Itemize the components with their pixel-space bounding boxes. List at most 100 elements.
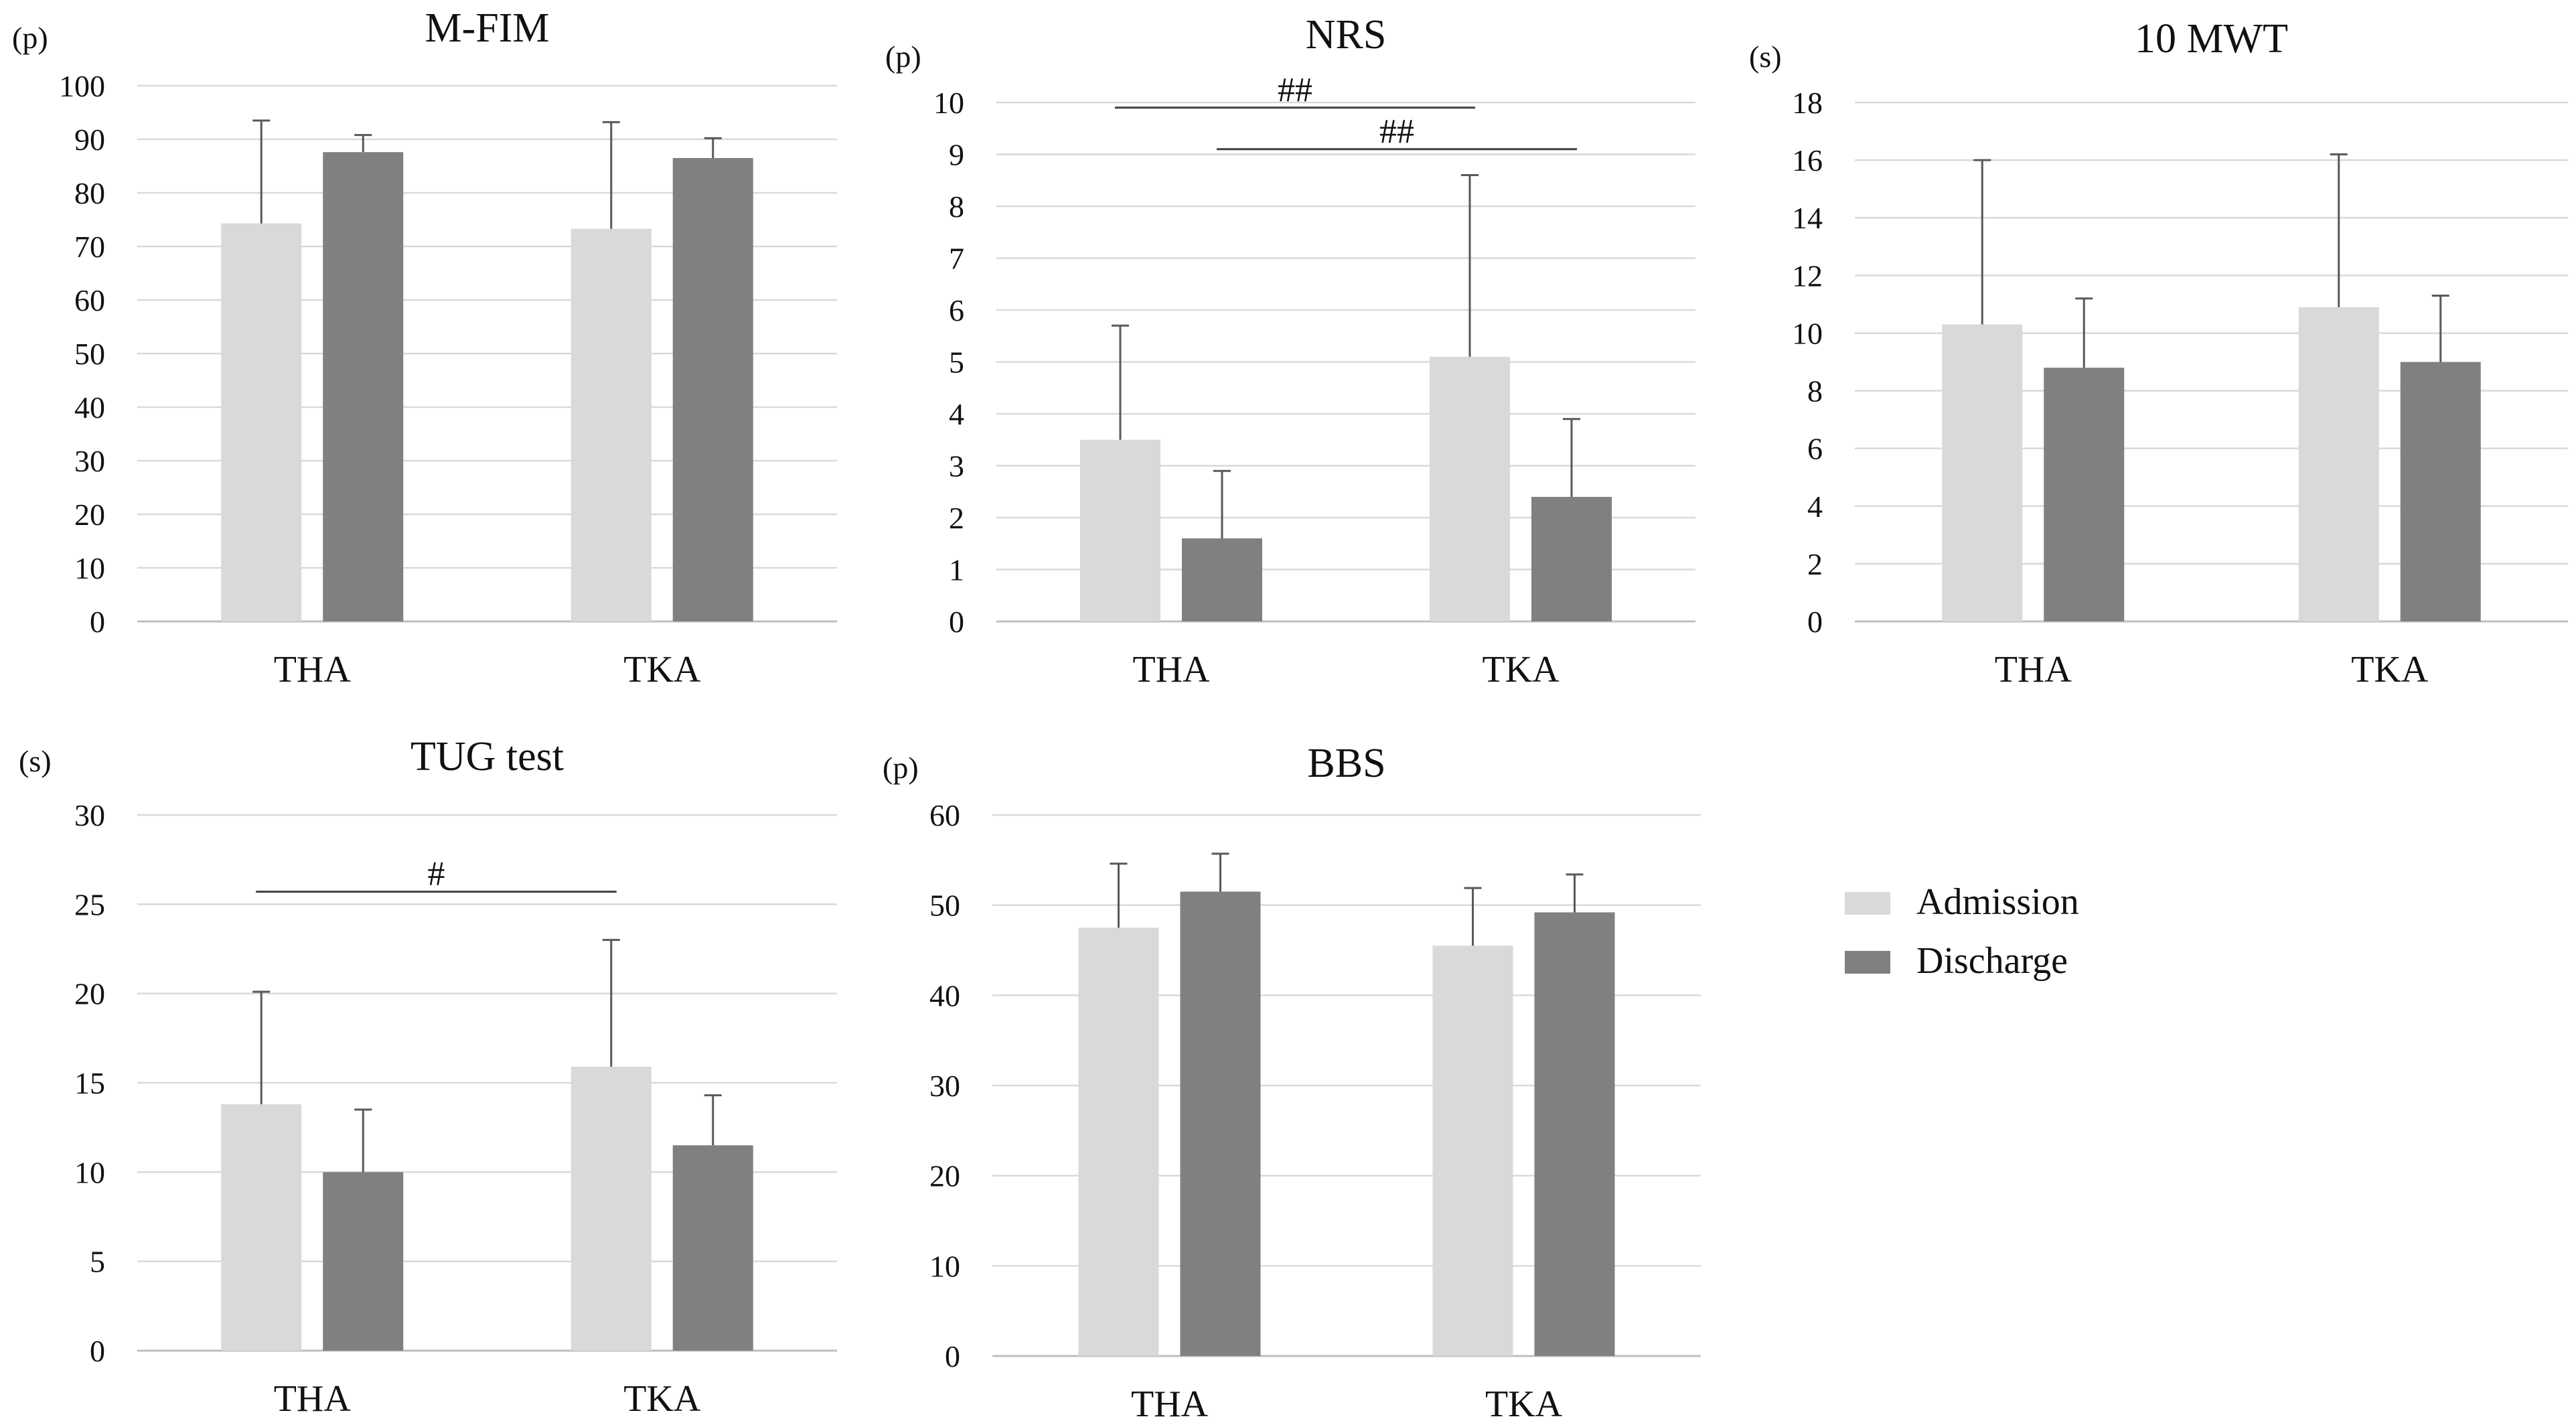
x-tick-label: TKA: [2351, 649, 2429, 690]
y-tick-label: 60: [929, 798, 960, 832]
bar-discharge-tha: [323, 1172, 404, 1351]
y-unit-label: (p): [883, 751, 919, 785]
bar-discharge-tka: [1534, 912, 1615, 1356]
bar-admission-tha: [221, 1104, 302, 1351]
bar-discharge-tha: [323, 152, 404, 621]
y-tick-label: 0: [1807, 605, 1823, 639]
significance-label: ##: [1379, 112, 1414, 151]
y-unit-label: (p): [12, 21, 48, 55]
y-tick-label: 20: [74, 498, 105, 532]
x-tick-label: TKA: [623, 1378, 701, 1420]
x-tick-label: THA: [274, 649, 352, 690]
bar-discharge-tha: [1182, 538, 1262, 621]
chart-title: 10 MWT: [2135, 16, 2288, 62]
y-tick-label: 40: [74, 390, 105, 425]
y-tick-label: 30: [74, 444, 105, 478]
chart-title: M-FIM: [425, 5, 549, 51]
chart-title: TUG test: [410, 734, 564, 779]
y-tick-label: 18: [1792, 86, 1823, 120]
bar-discharge-tka: [2400, 362, 2481, 621]
y-tick-label: 0: [945, 1339, 960, 1373]
bar-admission-tka: [1432, 946, 1513, 1356]
bar-admission-tka: [2298, 307, 2379, 621]
legend-label: Discharge: [1916, 940, 2068, 982]
bar-discharge-tha: [2044, 368, 2125, 621]
legend-item-discharge: Discharge: [1845, 940, 2068, 982]
chart-title: BBS: [1307, 741, 1385, 786]
y-tick-label: 20: [929, 1159, 960, 1193]
y-tick-label: 90: [74, 123, 105, 157]
y-tick-label: 8: [949, 190, 964, 224]
legend-label: Admission: [1916, 881, 2079, 923]
bar-admission-tka: [571, 228, 652, 622]
y-tick-label: 9: [949, 138, 964, 172]
y-tick-label: 4: [1807, 490, 1823, 524]
y-tick-label: 60: [74, 283, 105, 317]
x-tick-label: THA: [1132, 649, 1210, 690]
y-unit-label: (s): [19, 744, 52, 778]
y-tick-label: 4: [949, 397, 964, 431]
x-tick-label: TKA: [1482, 649, 1560, 690]
y-tick-label: 12: [1792, 258, 1823, 293]
y-tick-label: 20: [74, 977, 105, 1011]
x-tick-label: THA: [1131, 1383, 1209, 1424]
significance-label: ##: [1278, 71, 1312, 109]
bar-admission-tha: [221, 223, 302, 622]
y-unit-label: (s): [1749, 40, 1782, 74]
y-tick-label: 10: [929, 1249, 960, 1283]
legend-swatch: [1845, 892, 1890, 915]
bar-admission-tha: [1078, 927, 1159, 1356]
chart-bbs: 0 10 20 30 40 50 60 BBS (p) THA TKA: [883, 741, 1701, 1425]
y-tick-label: 80: [74, 176, 105, 210]
bar-discharge-tka: [672, 1145, 753, 1351]
y-tick-label: 2: [949, 501, 964, 535]
y-tick-label: 10: [74, 551, 105, 585]
chart-10-mwt: 0 2 4 6 8 10 12 14 16 18 10 MWT (s) THA TKA: [1749, 16, 2568, 690]
y-tick-label: 15: [74, 1066, 105, 1100]
y-tick-label: 50: [929, 889, 960, 923]
y-tick-label: 7: [949, 242, 964, 276]
x-tick-label: TKA: [623, 649, 701, 690]
chart-nrs: 0 1 2 3 4 5 6 7 8 9 10 NRS (p) THA TKA ## ##: [885, 12, 1695, 690]
significance-label: #: [428, 855, 445, 893]
y-tick-label: 30: [74, 798, 105, 832]
bar-admission-tha: [1942, 324, 2023, 621]
y-tick-label: 5: [949, 346, 964, 380]
bar-admission-tka: [571, 1067, 652, 1351]
y-tick-label: 100: [59, 69, 105, 103]
legend-item-admission: Admission: [1845, 881, 2079, 923]
legend: Admission Discharge: [1845, 881, 2079, 982]
chart-m-fim: 0 10 20 30 40 50 60 70 80 90 100 M-FIM (p) THA TKA: [12, 5, 837, 690]
y-tick-label: 8: [1807, 374, 1823, 408]
y-tick-label: 25: [74, 887, 105, 921]
y-tick-label: 0: [949, 605, 964, 639]
x-tick-label: THA: [274, 1378, 352, 1420]
legend-swatch: [1845, 951, 1890, 974]
y-tick-label: 3: [949, 449, 964, 483]
y-tick-label: 10: [933, 86, 964, 120]
y-unit-label: (p): [885, 40, 921, 74]
y-tick-label: 0: [90, 1334, 105, 1368]
y-tick-label: 14: [1792, 201, 1823, 235]
x-tick-label: TKA: [1485, 1383, 1563, 1424]
y-tick-label: 0: [90, 605, 105, 639]
chart-title: NRS: [1306, 12, 1387, 58]
bar-discharge-tha: [1180, 891, 1261, 1356]
y-tick-label: 30: [929, 1069, 960, 1103]
bar-discharge-tka: [672, 158, 753, 621]
y-tick-label: 6: [1807, 432, 1823, 466]
y-tick-label: 50: [74, 337, 105, 371]
y-tick-label: 40: [929, 978, 960, 1012]
x-tick-label: THA: [1995, 649, 2072, 690]
y-tick-label: 10: [1792, 316, 1823, 350]
y-tick-label: 10: [74, 1155, 105, 1189]
bar-admission-tka: [1430, 356, 1510, 621]
chart-tug-test: 0 5 10 15 20 25 30 TUG test (s) THA TKA #: [19, 734, 837, 1420]
y-tick-label: 2: [1807, 547, 1823, 581]
y-tick-label: 70: [74, 230, 105, 264]
bar-discharge-tka: [1531, 497, 1612, 621]
bar-admission-tha: [1080, 439, 1160, 621]
